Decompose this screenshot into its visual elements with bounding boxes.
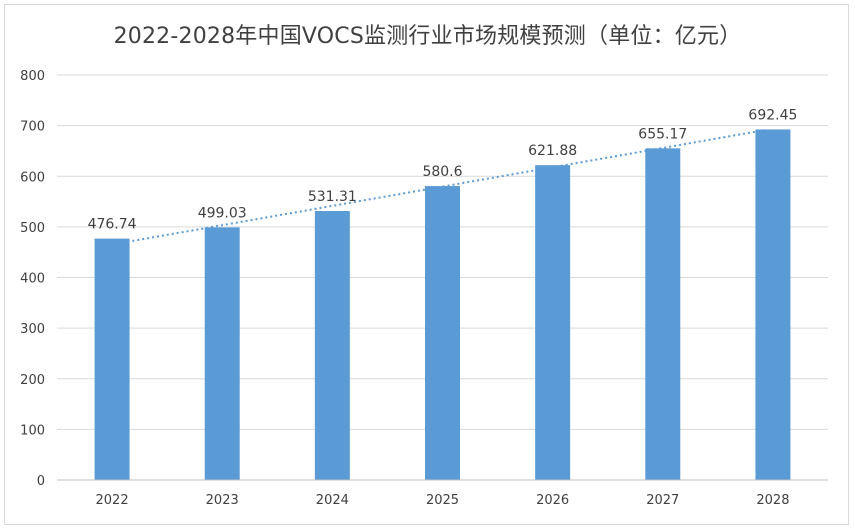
y-axis-ticks: 0 100 200 300 400 500 600 700 800 xyxy=(20,69,45,489)
y-tick-label: 200 xyxy=(20,373,45,388)
data-label: 476.74 xyxy=(88,217,137,233)
bar-2024 xyxy=(314,211,350,481)
bar-2028 xyxy=(755,129,791,480)
data-label: 655.17 xyxy=(638,126,687,142)
y-tick-label: 800 xyxy=(20,69,45,84)
x-tick-label: 2022 xyxy=(96,493,129,508)
bar-2026 xyxy=(535,165,571,480)
y-tick-label: 300 xyxy=(20,322,45,337)
data-labels: 476.74 499.03 531.31 580.6 621.88 655.17 692.4… xyxy=(88,107,798,232)
bar-2022 xyxy=(94,238,130,480)
x-axis-ticks: 2022 2023 2024 2025 2026 2027 2028 xyxy=(57,479,828,508)
bar-2025 xyxy=(425,186,460,481)
x-tick-label: 2026 xyxy=(536,493,569,508)
x-tick-label: 2027 xyxy=(646,493,679,508)
y-tick-label: 0 xyxy=(37,474,45,489)
y-tick-label: 100 xyxy=(20,423,45,438)
y-tick-label: 700 xyxy=(20,120,45,135)
x-tick-label: 2025 xyxy=(426,493,459,508)
data-label: 499.03 xyxy=(198,205,247,221)
bars xyxy=(94,129,791,481)
x-tick-label: 2023 xyxy=(206,493,239,508)
chart-title: 2022-2028年中国VOCS监测行业市场规模预测（单位：亿元） xyxy=(113,24,742,49)
x-tick-label: 2028 xyxy=(756,493,789,508)
data-label: 580.6 xyxy=(422,164,462,180)
y-tick-label: 600 xyxy=(20,170,45,185)
y-tick-label: 500 xyxy=(20,221,45,236)
bar-2027 xyxy=(645,148,681,480)
data-label: 531.31 xyxy=(308,189,357,205)
y-tick-label: 400 xyxy=(20,272,45,287)
data-label: 692.45 xyxy=(748,107,797,123)
bar-2023 xyxy=(204,227,240,480)
data-label: 621.88 xyxy=(528,143,577,159)
x-tick-label: 2024 xyxy=(316,493,349,508)
